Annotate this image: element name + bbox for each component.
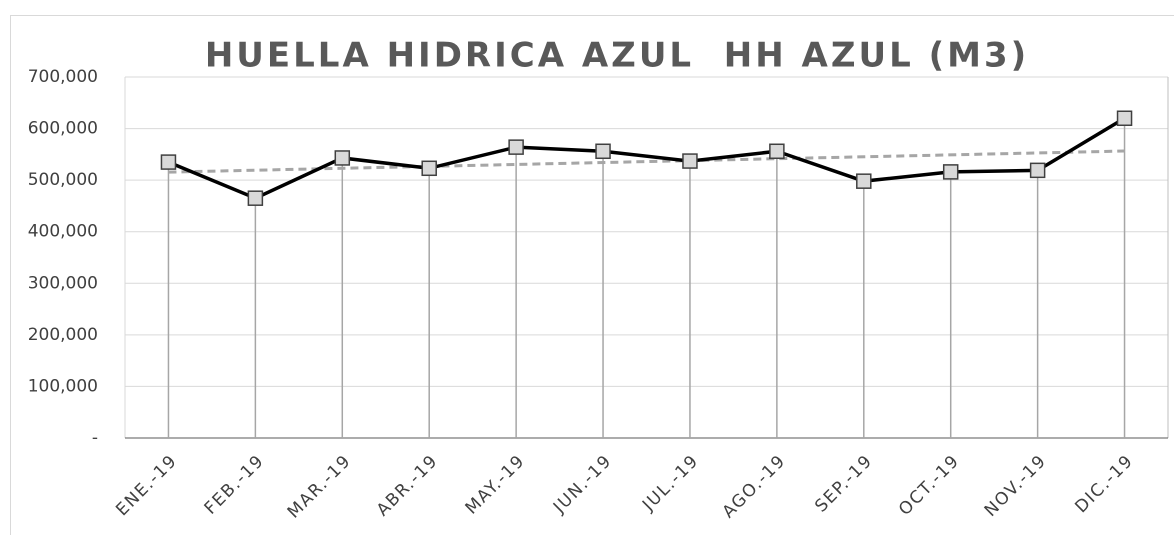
- marker: [769, 143, 785, 160]
- y-tick-label: 600,000: [28, 119, 98, 139]
- trendline: [168, 149, 1125, 174]
- marker: [595, 143, 611, 160]
- marker: [247, 190, 264, 206]
- y-tick-label: -: [92, 428, 98, 448]
- marker: [1116, 110, 1133, 127]
- marker: [508, 139, 524, 155]
- marker: [421, 160, 437, 177]
- chart-border: [10, 15, 1174, 535]
- y-tick-label: 100,000: [28, 376, 98, 396]
- chart-title: HUELLA HIDRICA AZUL HH AZUL (M3): [205, 36, 1029, 76]
- series-line: [167, 116, 1126, 201]
- y-tick-label: 500,000: [28, 170, 98, 190]
- y-tick-label: 700,000: [28, 67, 98, 87]
- marker: [682, 153, 698, 169]
- marker: [856, 173, 872, 189]
- marker: [942, 164, 959, 180]
- y-tick-label: 300,000: [28, 273, 98, 293]
- y-tick-label: 200,000: [28, 325, 98, 345]
- y-tick-label: 400,000: [28, 222, 98, 242]
- marker: [160, 154, 177, 170]
- marker: [1029, 162, 1046, 179]
- marker: [334, 150, 351, 166]
